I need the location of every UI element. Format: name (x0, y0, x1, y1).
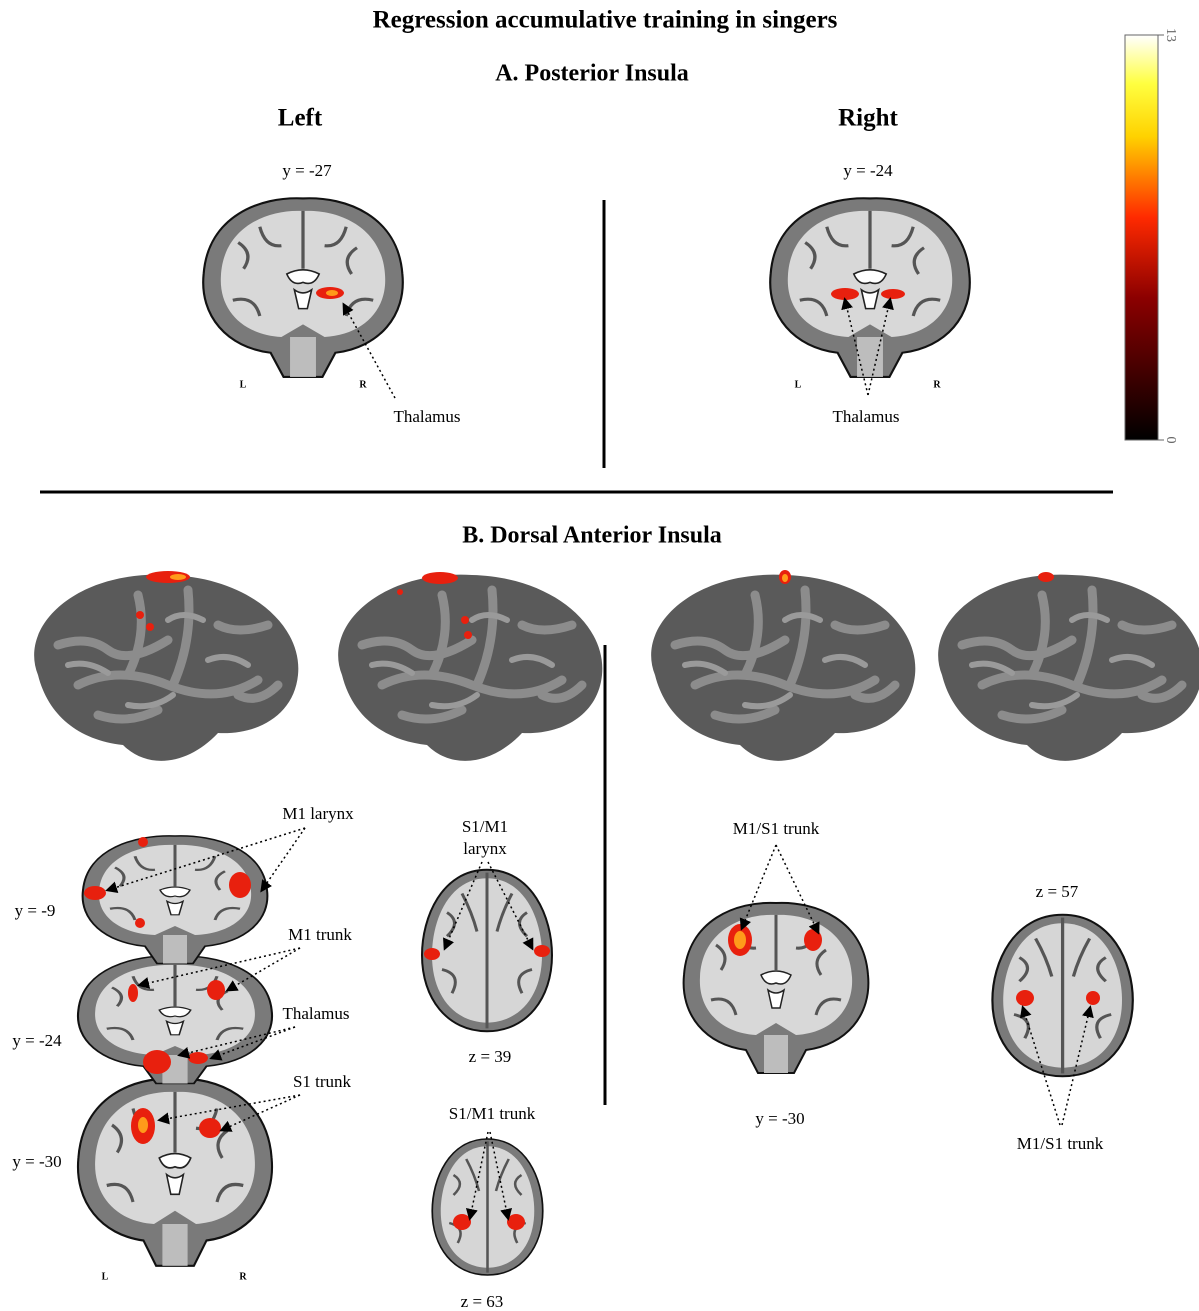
activation (804, 929, 822, 951)
activation (128, 984, 138, 1002)
orientation-label: L (102, 1271, 109, 1282)
slice-label: y = -27 (282, 161, 332, 180)
brain-coronal (83, 836, 268, 964)
activation (84, 886, 106, 900)
activation (188, 1052, 208, 1064)
figure: Regression accumulative training in sing… (0, 0, 1199, 1311)
brain-axial (422, 870, 552, 1032)
activation (424, 948, 440, 960)
brain-coronal (770, 198, 970, 377)
region-label: Thalamus (832, 407, 899, 426)
activation (135, 918, 145, 928)
orientation-label: L (240, 379, 247, 390)
region-label: S1/M1 trunk (449, 1104, 536, 1123)
slice-label: y = -9 (15, 901, 56, 920)
activation (326, 290, 338, 296)
orientation-label: L (795, 379, 802, 390)
brain-coronal (684, 903, 869, 1073)
activation (199, 1118, 221, 1138)
activation (207, 980, 225, 1000)
slice-label: z = 57 (1036, 882, 1079, 901)
activation (1016, 990, 1034, 1006)
activation (1038, 572, 1054, 582)
slice-label: z = 39 (469, 1047, 512, 1066)
colorbar-tick-label: 13 (1163, 28, 1178, 42)
colorbar (1125, 35, 1158, 440)
region-label: Thalamus (282, 1004, 349, 1023)
brain-coronal (78, 1079, 272, 1266)
slice-label: y = -30 (12, 1152, 61, 1171)
brain-axial (992, 915, 1132, 1077)
orientation-label: R (239, 1271, 247, 1282)
activation (170, 574, 186, 580)
brain-surface (651, 575, 915, 761)
slice-label: z = 63 (461, 1292, 504, 1311)
activation (881, 289, 905, 299)
brain-surface (34, 575, 298, 761)
activation (734, 931, 746, 949)
activation (782, 574, 788, 582)
slice-label: y = -24 (843, 161, 893, 180)
activation (397, 589, 403, 595)
activation (1086, 991, 1100, 1005)
region-label: M1/S1 trunk (1017, 1134, 1104, 1153)
activation (146, 623, 154, 631)
region-label: M1/S1 trunk (733, 819, 820, 838)
activation (461, 616, 469, 624)
activation (138, 1117, 148, 1133)
region-label: Thalamus (393, 407, 460, 426)
section-title: B. Dorsal Anterior Insula (462, 523, 722, 549)
region-label: M1 trunk (288, 925, 352, 944)
orientation-label: R (933, 379, 941, 390)
region-label: larynx (463, 839, 507, 858)
activation (534, 945, 550, 957)
brain-surface (338, 575, 602, 761)
region-label: S1 trunk (293, 1072, 352, 1091)
brain-coronal (203, 198, 403, 377)
brain-axial (432, 1139, 543, 1275)
activation (229, 872, 251, 898)
orientation-label: R (359, 379, 367, 390)
activation (507, 1214, 525, 1230)
section-title: A. Posterior Insula (495, 61, 689, 87)
panel-heading: Left (278, 105, 323, 132)
slice-label: y = -30 (755, 1109, 804, 1128)
brain-coronal (78, 956, 272, 1084)
figure-title: Regression accumulative training in sing… (373, 7, 838, 34)
brain-surface (938, 575, 1199, 761)
panel-heading: Right (838, 105, 898, 132)
activation (464, 631, 472, 639)
activation (143, 1050, 171, 1074)
activation (453, 1214, 471, 1230)
activation (831, 288, 859, 300)
colorbar-tick-label: 0 (1163, 437, 1178, 444)
activation (138, 837, 148, 847)
colorbar-ticks: 0 13 (1158, 28, 1178, 444)
activation (422, 572, 458, 584)
region-label: M1 larynx (282, 804, 354, 823)
arrow (262, 828, 305, 890)
slice-label: y = -24 (12, 1031, 62, 1050)
activation (136, 611, 144, 619)
region-label: S1/M1 (462, 817, 508, 836)
